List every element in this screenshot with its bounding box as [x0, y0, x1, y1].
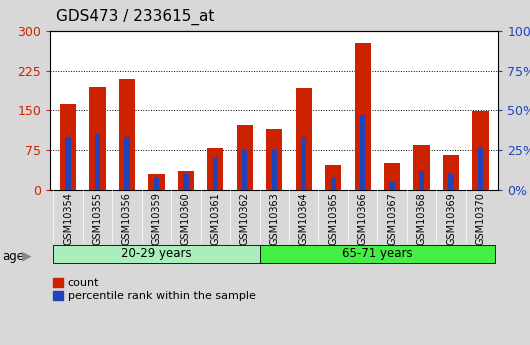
- Text: age: age: [3, 250, 25, 263]
- Text: GSM10365: GSM10365: [328, 193, 338, 245]
- Bar: [266, 129, 282, 190]
- Bar: [183, 174, 189, 190]
- Bar: [443, 155, 459, 190]
- Bar: [301, 137, 306, 190]
- Bar: [419, 171, 424, 190]
- Text: GSM10369: GSM10369: [446, 193, 456, 245]
- Bar: [384, 163, 400, 190]
- Bar: [154, 177, 159, 190]
- FancyBboxPatch shape: [260, 245, 495, 263]
- Bar: [390, 182, 395, 190]
- Bar: [60, 104, 76, 190]
- Bar: [360, 115, 365, 190]
- FancyBboxPatch shape: [54, 245, 260, 263]
- Text: GSM10367: GSM10367: [387, 193, 397, 245]
- Text: GSM10359: GSM10359: [152, 193, 162, 245]
- Bar: [125, 137, 130, 190]
- Text: GSM10363: GSM10363: [269, 193, 279, 245]
- Text: GSM10356: GSM10356: [122, 193, 132, 245]
- Text: 65-71 years: 65-71 years: [342, 247, 413, 260]
- Text: GSM10366: GSM10366: [358, 193, 368, 245]
- Bar: [325, 165, 341, 190]
- Text: GSM10362: GSM10362: [240, 193, 250, 245]
- Text: GSM10370: GSM10370: [475, 193, 485, 245]
- Text: GSM10368: GSM10368: [417, 193, 427, 245]
- Bar: [331, 177, 336, 190]
- Bar: [90, 87, 105, 190]
- Text: ▶: ▶: [22, 250, 32, 263]
- Text: GDS473 / 233615_at: GDS473 / 233615_at: [56, 9, 214, 25]
- Bar: [213, 158, 218, 190]
- Bar: [207, 148, 224, 190]
- Bar: [271, 150, 277, 190]
- Bar: [296, 88, 312, 190]
- Bar: [237, 125, 253, 190]
- Bar: [119, 79, 135, 190]
- Bar: [478, 147, 483, 190]
- Legend: count, percentile rank within the sample: count, percentile rank within the sample: [53, 278, 255, 302]
- Text: 20-29 years: 20-29 years: [121, 247, 192, 260]
- Bar: [448, 174, 454, 190]
- Bar: [95, 134, 100, 190]
- Text: GSM10355: GSM10355: [93, 193, 102, 245]
- Bar: [413, 145, 430, 190]
- Bar: [178, 171, 194, 190]
- Text: GSM10361: GSM10361: [210, 193, 220, 245]
- Text: GSM10354: GSM10354: [63, 193, 73, 245]
- Bar: [355, 43, 371, 190]
- Bar: [472, 111, 489, 190]
- Text: GSM10364: GSM10364: [299, 193, 309, 245]
- Bar: [242, 150, 248, 190]
- Text: GSM10360: GSM10360: [181, 193, 191, 245]
- Bar: [65, 137, 70, 190]
- Bar: [148, 174, 164, 190]
